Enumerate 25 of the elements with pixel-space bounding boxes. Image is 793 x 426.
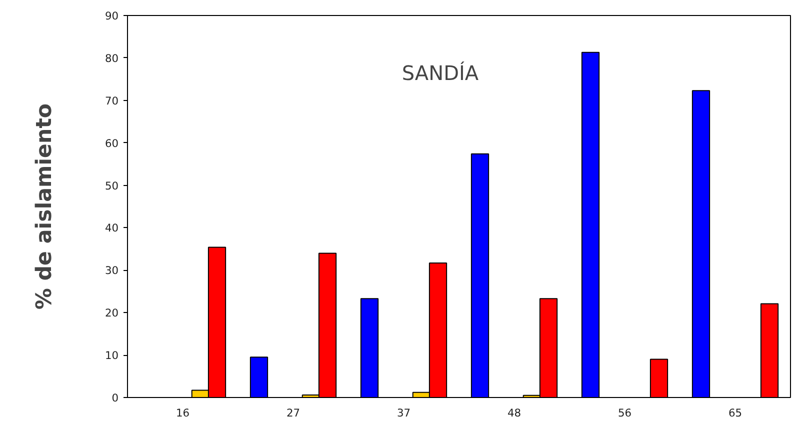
x-tick-label: 65	[728, 406, 742, 420]
x-tick-label: 16	[176, 406, 190, 420]
bar	[692, 90, 710, 398]
y-tick-label: 40	[104, 222, 119, 235]
x-tick-label: 48	[507, 406, 522, 420]
y-tick-label: 10	[104, 349, 119, 362]
x-tick-label: 27	[286, 406, 300, 420]
y-tick-label: 90	[104, 10, 119, 22]
bar	[470, 153, 490, 398]
text: SANDÍA	[402, 60, 479, 85]
y-tick-label: 80	[104, 52, 119, 65]
y-tick-label: 20	[104, 306, 119, 320]
x-tick-label: 37	[396, 406, 411, 420]
y-tick-label: 60	[104, 136, 119, 150]
bar	[760, 303, 779, 398]
y-tick-label: 50	[104, 179, 119, 192]
y-tick-label: 70	[104, 94, 119, 108]
y-tick-label: 0	[112, 392, 119, 404]
bar	[650, 358, 668, 398]
y-tick-label: 30	[104, 264, 119, 278]
x-tick-label: 56	[618, 406, 632, 420]
bar	[360, 298, 379, 398]
bar	[250, 356, 268, 398]
bar	[581, 52, 600, 398]
y-axis-title: % de aislamiento	[32, 103, 57, 310]
